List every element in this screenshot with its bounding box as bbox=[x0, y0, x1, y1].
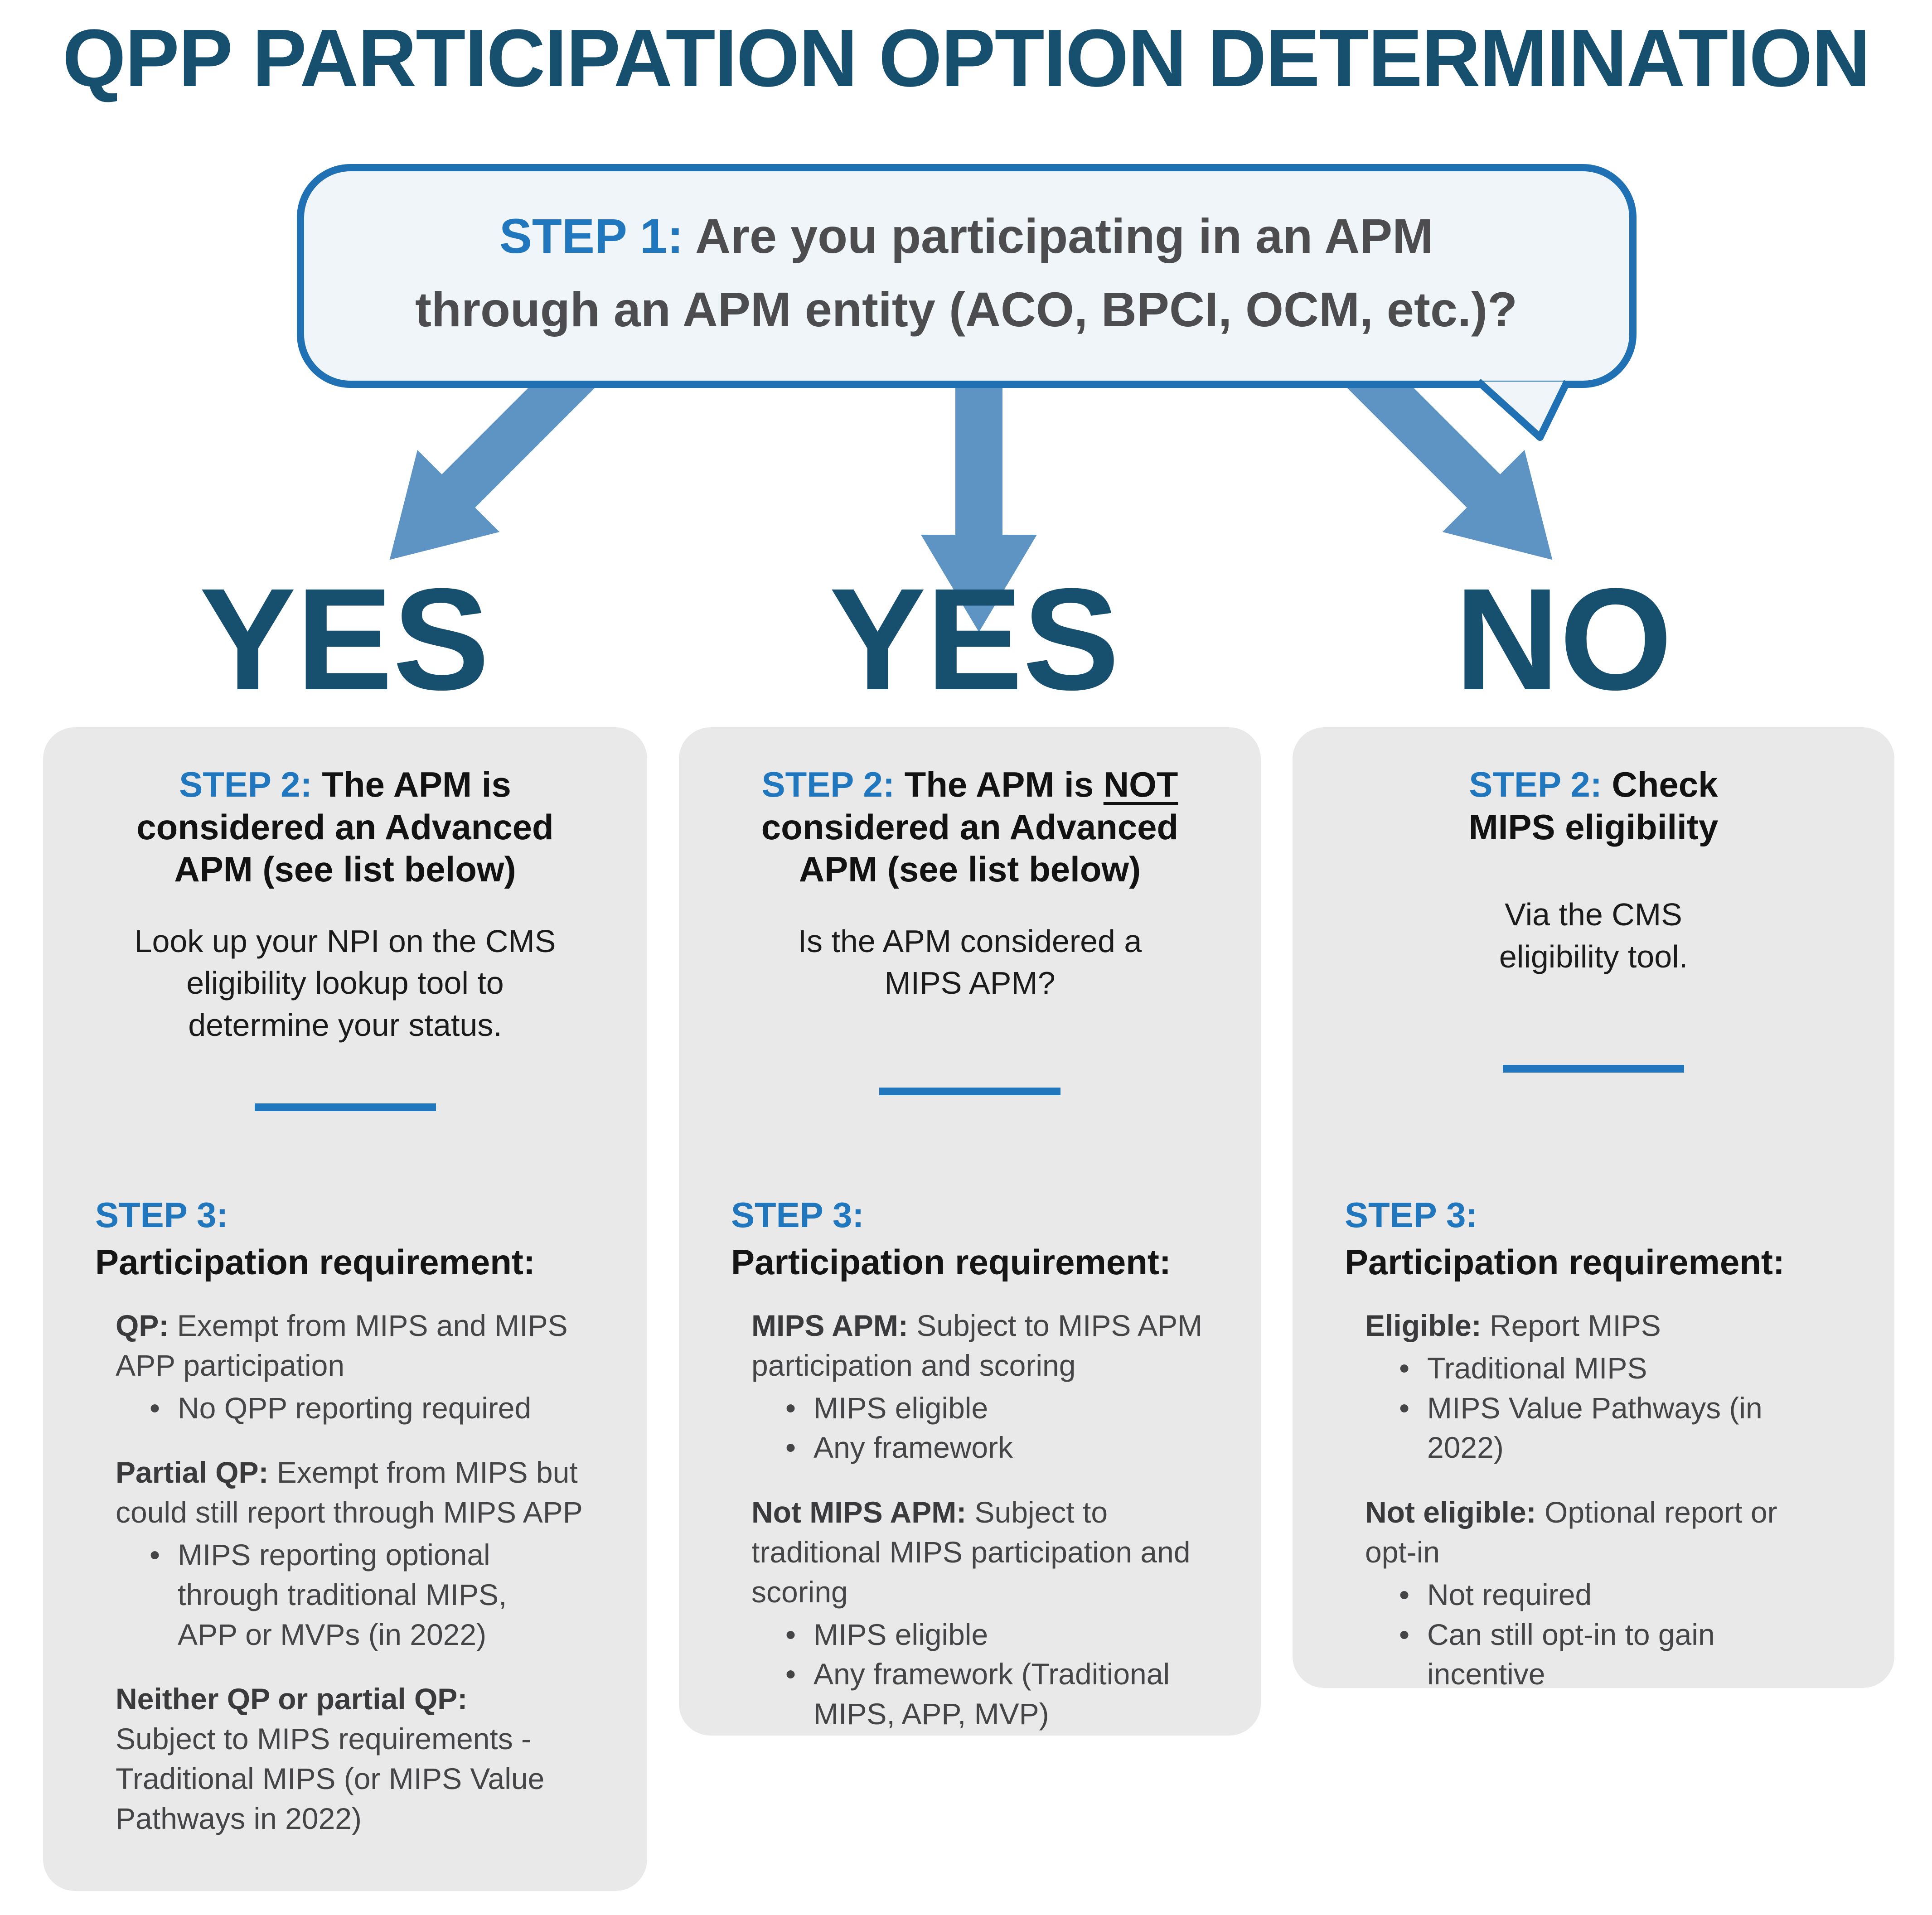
requirement-label: Partial QP: bbox=[116, 1456, 269, 1489]
step3-heading: Participation requirement: bbox=[95, 1242, 535, 1282]
requirement-label: Neither QP or partial QP: bbox=[116, 1682, 468, 1716]
list-item: • MIPS reporting optional through tradit… bbox=[150, 1535, 596, 1654]
requirement-text: Optional report or opt-in bbox=[1365, 1495, 1777, 1569]
step1-question: STEP 1: Are you participating in an APM … bbox=[309, 199, 1623, 346]
bullet-dot: • bbox=[785, 1657, 796, 1691]
requirement-neither-qp: Neither QP or partial QP: Subject to MIP… bbox=[116, 1679, 596, 1838]
step1-question-line2: through an APM entity (ACO, BPCI, OCM, e… bbox=[415, 282, 1517, 337]
step3-block: STEP 3: Participation requirement: MIPS … bbox=[679, 1194, 1261, 1734]
step3-block: STEP 3: Participation requirement: Eligi… bbox=[1293, 1194, 1894, 1694]
list-item: • MIPS Value Pathways (in 2022) bbox=[1399, 1388, 1818, 1468]
step3-label: STEP 3: bbox=[1345, 1195, 1478, 1235]
list-item: • No QPP reporting required bbox=[150, 1388, 596, 1428]
bullet-list: • Not required • Can still opt-in to gai… bbox=[1399, 1575, 1818, 1694]
divider bbox=[1503, 1065, 1684, 1073]
requirement-text: Exempt from MIPS but could still report … bbox=[116, 1456, 583, 1529]
speech-bubble bbox=[297, 164, 1637, 388]
bullet-dot: • bbox=[785, 1391, 796, 1425]
list-item: • Not required bbox=[1399, 1575, 1818, 1615]
list-item: • Any framework (Traditional MIPS, APP, … bbox=[785, 1654, 1205, 1734]
requirement-text: Subject to traditional MIPS participatio… bbox=[751, 1495, 1191, 1609]
requirement-text: Report MIPS bbox=[1490, 1309, 1661, 1343]
requirement-label: MIPS APM: bbox=[751, 1309, 908, 1343]
column-advanced-apm: STEP 2: The APM is considered an Advance… bbox=[43, 727, 647, 1891]
step3-label: STEP 3: bbox=[731, 1195, 864, 1235]
step2-heading: STEP 2: Check MIPS eligibility bbox=[1435, 764, 1752, 848]
list-item: • Any framework bbox=[785, 1428, 1205, 1468]
column-check-eligibility: STEP 2: Check MIPS eligibility Via the C… bbox=[1293, 727, 1894, 1691]
requirement-text: Subject to MIPS requirements - Tradition… bbox=[116, 1722, 545, 1835]
step2-label: STEP 2: bbox=[179, 764, 312, 804]
requirement-label: Not eligible: bbox=[1365, 1495, 1536, 1529]
list-item: • MIPS eligible bbox=[785, 1388, 1205, 1428]
speech-bubble-tail-outline bbox=[1476, 379, 1571, 441]
requirement-label: QP: bbox=[116, 1309, 169, 1343]
step3-heading: Participation requirement: bbox=[731, 1242, 1171, 1282]
step2-heading-pre: The APM is bbox=[904, 764, 1094, 804]
page-title: QPP PARTICIPATION OPTION DETERMINATION bbox=[62, 13, 1870, 104]
step3-block: STEP 3: Participation requirement: QP: E… bbox=[43, 1194, 647, 1838]
bullet-list: • MIPS eligible • Any framework bbox=[785, 1388, 1205, 1468]
step2-heading: STEP 2: The APM is NOT considered an Adv… bbox=[748, 764, 1192, 891]
bullet-list: • MIPS reporting optional through tradit… bbox=[150, 1535, 596, 1654]
step2-heading-text: Check MIPS eligibility bbox=[1468, 764, 1719, 847]
requirement-not-eligible: Not eligible: Optional report or opt-in … bbox=[1365, 1493, 1818, 1694]
bullet-list: • Traditional MIPS • MIPS Value Pathways… bbox=[1399, 1349, 1818, 1468]
step2-heading-text: The APM is considered an Advanced APM (s… bbox=[136, 764, 554, 890]
bullet-dot: • bbox=[785, 1431, 796, 1465]
step3-heading: Participation requirement: bbox=[1345, 1242, 1785, 1282]
bullet-dot: • bbox=[1399, 1577, 1410, 1611]
step2-body: Via the CMS eligibility tool. bbox=[1499, 897, 1688, 974]
requirement-qp: QP: Exempt from MIPS and MIPS APP partic… bbox=[116, 1306, 596, 1428]
step1-label: STEP 1: bbox=[499, 208, 683, 263]
requirement-text: Subject to MIPS APM participation and sc… bbox=[751, 1309, 1203, 1382]
branch-label-yes-not-advanced: YES bbox=[829, 558, 1120, 720]
bullet-dot: • bbox=[1399, 1351, 1410, 1385]
requirement-mips-apm: MIPS APM: Subject to MIPS APM participat… bbox=[751, 1306, 1205, 1468]
step2-body: Look up your NPI on the CMS eligibility … bbox=[134, 923, 556, 1043]
step2-heading-post: considered an Advanced APM (see list bel… bbox=[761, 807, 1179, 890]
step1-question-line1: Are you participating in an APM bbox=[695, 208, 1433, 263]
arrow-down-right-icon bbox=[1335, 343, 1553, 560]
requirement-text: Exempt from MIPS and MIPS APP participat… bbox=[116, 1309, 568, 1382]
column-not-advanced-apm: STEP 2: The APM is NOT considered an Adv… bbox=[679, 727, 1261, 1736]
branch-label-yes-advanced: YES bbox=[199, 558, 490, 720]
bullet-dot: • bbox=[1399, 1617, 1410, 1651]
requirement-not-mips-apm: Not MIPS APM: Subject to traditional MIP… bbox=[751, 1493, 1205, 1734]
requirement-label: Not MIPS APM: bbox=[751, 1495, 967, 1529]
step2-heading: STEP 2: The APM is considered an Advance… bbox=[123, 764, 567, 891]
bullet-dot: • bbox=[785, 1617, 796, 1651]
step3-label: STEP 3: bbox=[95, 1195, 228, 1235]
step2-heading-underlined: NOT bbox=[1103, 764, 1178, 804]
arrow-down-left-icon bbox=[389, 343, 607, 560]
bullet-dot: • bbox=[150, 1538, 160, 1572]
step2-label: STEP 2: bbox=[761, 764, 895, 804]
bullet-list: • MIPS eligible • Any framework (Traditi… bbox=[785, 1615, 1205, 1734]
step2-body: Is the APM considered a MIPS APM? bbox=[798, 923, 1142, 1001]
list-item: • MIPS eligible bbox=[785, 1615, 1205, 1655]
bullet-dot: • bbox=[150, 1391, 160, 1425]
divider bbox=[879, 1088, 1060, 1095]
requirement-eligible: Eligible: Report MIPS • Traditional MIPS… bbox=[1365, 1306, 1818, 1468]
requirement-label: Eligible: bbox=[1365, 1309, 1482, 1343]
bullet-list: • No QPP reporting required bbox=[150, 1388, 596, 1428]
requirement-partial-qp: Partial QP: Exempt from MIPS but could s… bbox=[116, 1453, 596, 1654]
list-item: • Traditional MIPS bbox=[1399, 1349, 1818, 1388]
divider bbox=[254, 1103, 436, 1111]
arrow-down-icon bbox=[921, 349, 1037, 632]
list-item: • Can still opt-in to gain incentive bbox=[1399, 1615, 1818, 1695]
flow-graphics bbox=[297, 164, 1637, 632]
step2-label: STEP 2: bbox=[1469, 764, 1602, 804]
bullet-dot: • bbox=[1399, 1391, 1410, 1425]
branch-label-no: NO bbox=[1455, 558, 1672, 720]
